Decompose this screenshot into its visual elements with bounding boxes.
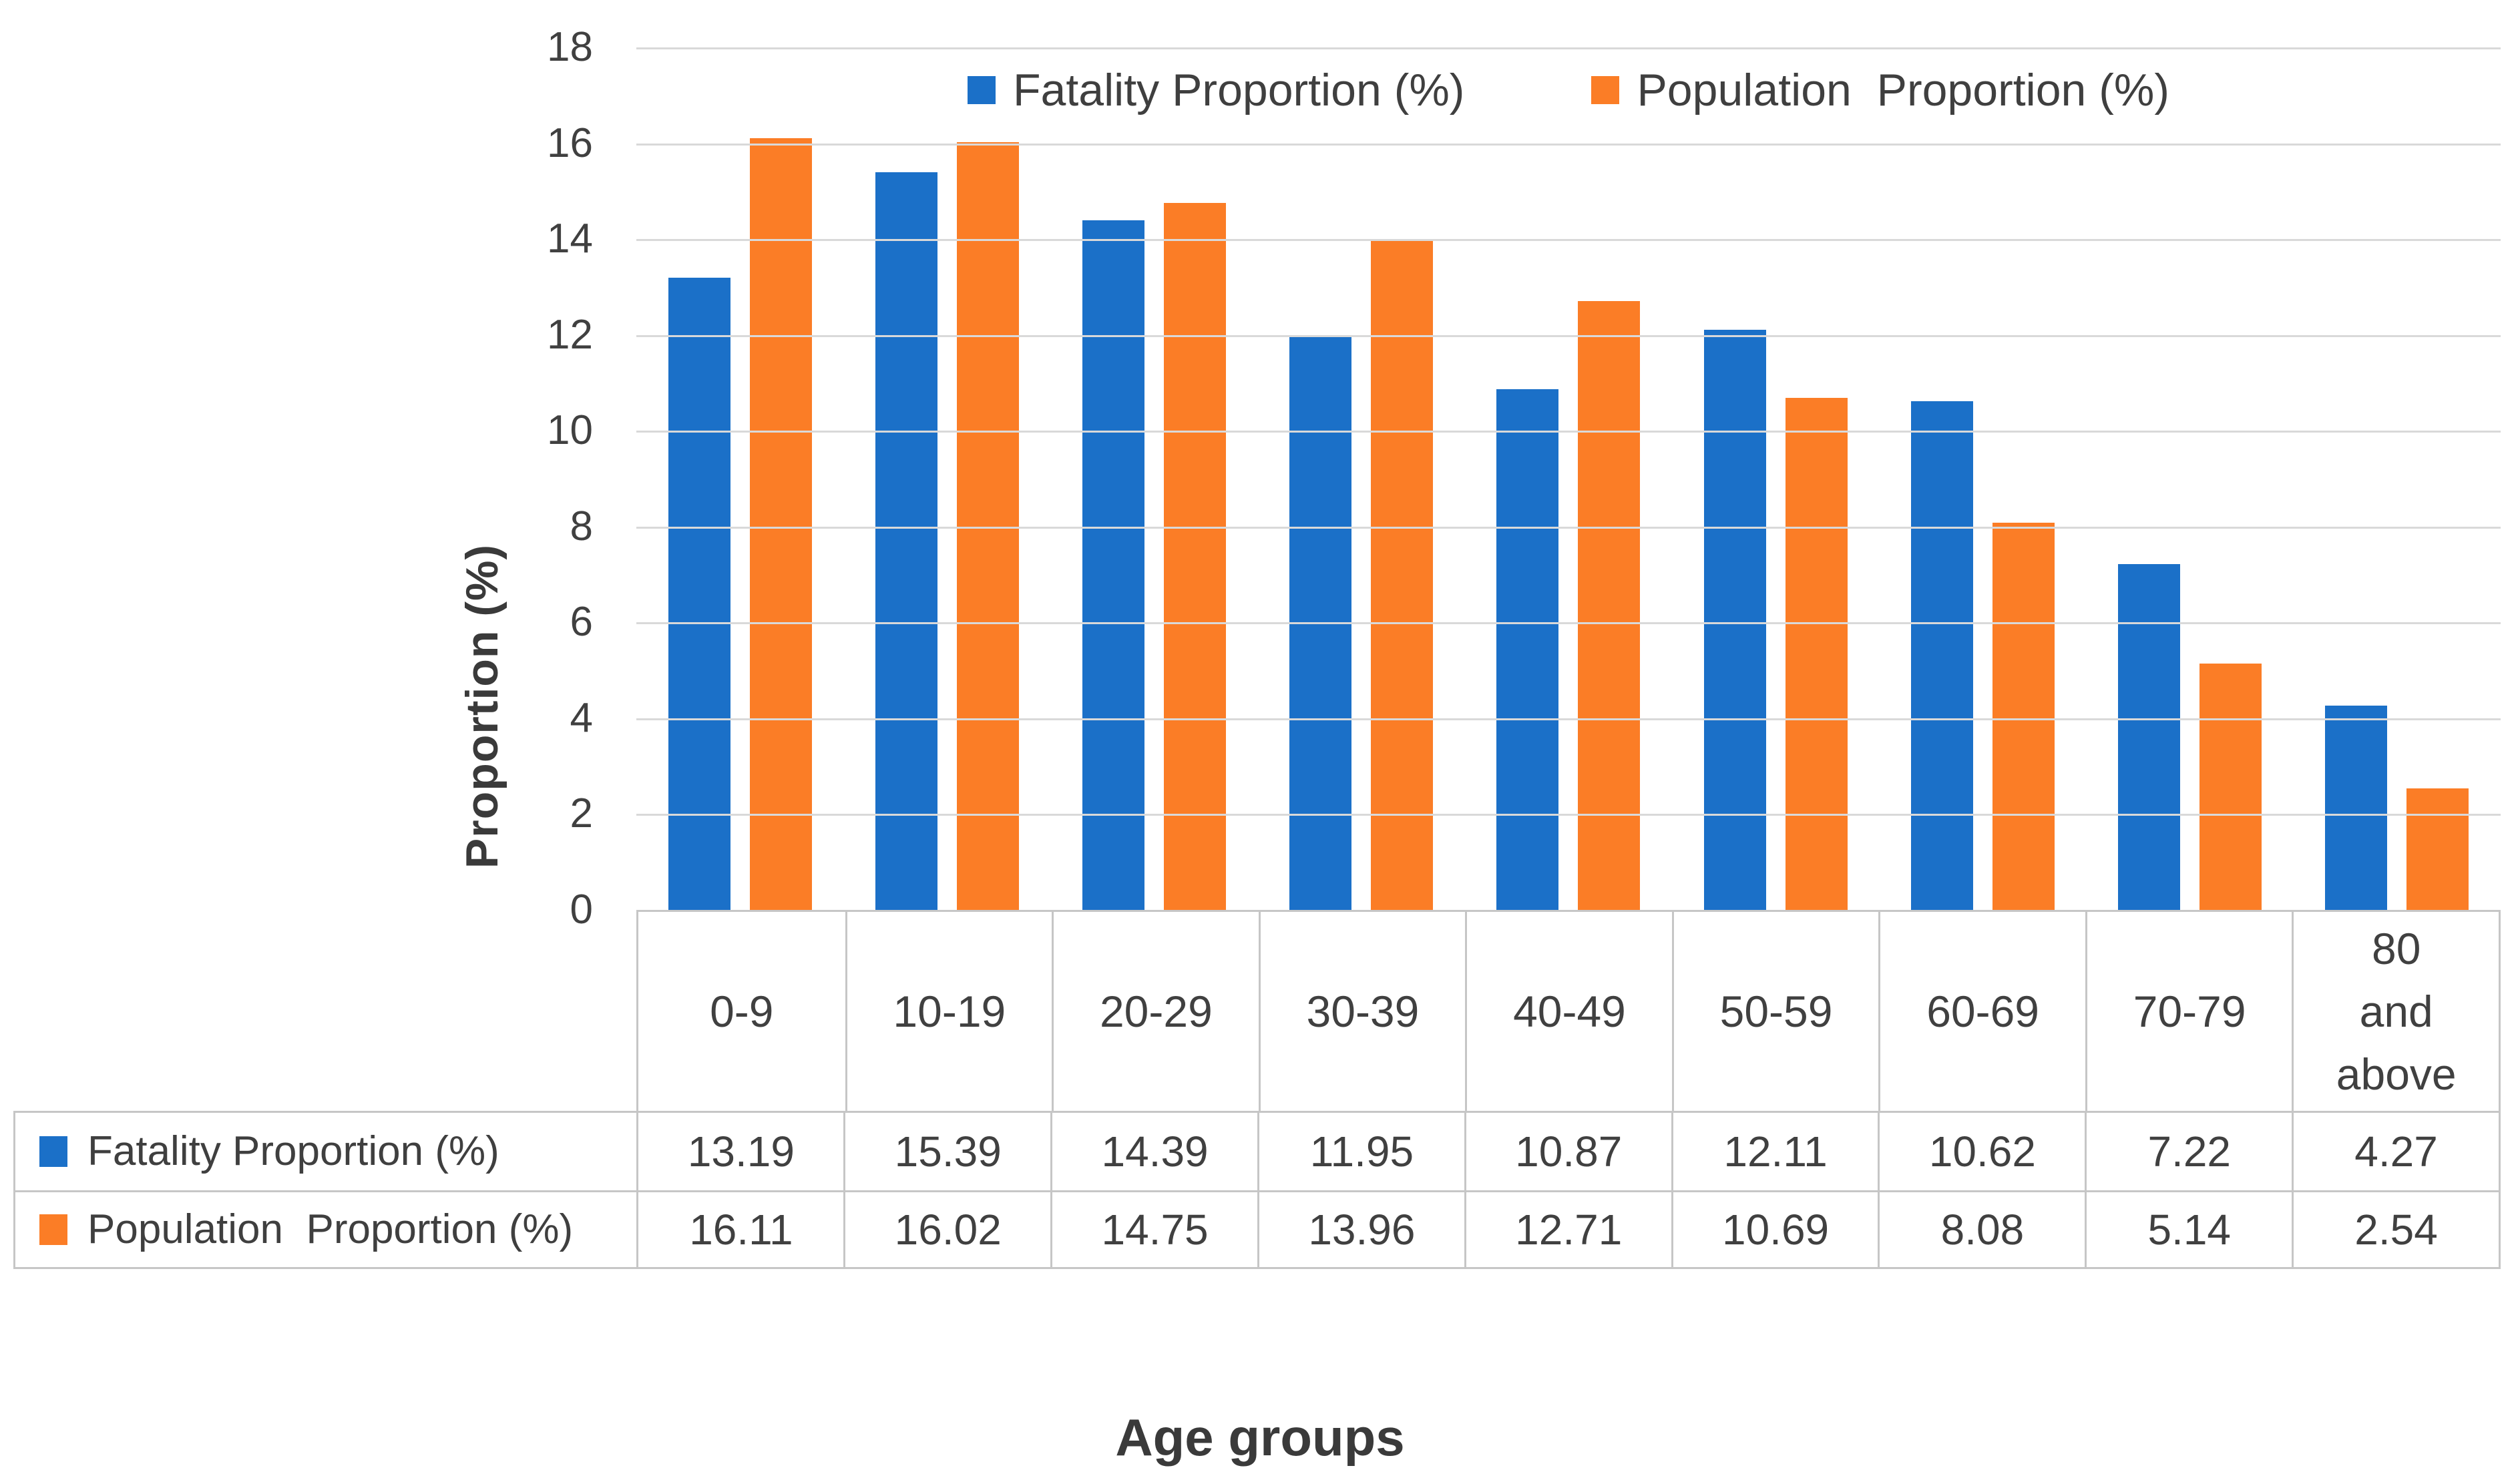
value-cell-fatality-50-59: 12.11 xyxy=(1671,1113,1878,1190)
bar-group-70-79 xyxy=(2087,47,2294,910)
gridline-12 xyxy=(636,334,2501,337)
bar-population-60-69 xyxy=(1992,523,2055,910)
y-tick-label-8: 8 xyxy=(570,503,593,549)
y-tick-label-10: 10 xyxy=(547,407,593,454)
bar-population-50-59 xyxy=(1785,397,1848,910)
gridline-14 xyxy=(636,239,2501,242)
gridline-16 xyxy=(636,143,2501,146)
category-cell-50-59: 50-59 xyxy=(1671,912,1879,1111)
value-cell-population-10-19: 16.02 xyxy=(843,1190,1051,1267)
category-cell-60-69: 60-69 xyxy=(1878,912,2085,1111)
series-label-cell-fatality: Fatality Proportion (%) xyxy=(15,1113,636,1190)
series-label-text: Population Proportion (%) xyxy=(87,1206,574,1253)
x-axis-title: Age groups xyxy=(1115,1408,1405,1467)
fatality-legend-swatch xyxy=(968,76,996,104)
gridline-18 xyxy=(636,47,2501,49)
value-cell-population-60-69: 8.08 xyxy=(1878,1190,2085,1267)
value-cell-fatality-60-69: 10.62 xyxy=(1878,1113,2085,1190)
y-tick-label-2: 2 xyxy=(570,790,593,837)
legend-item-population: Population Proportion (%) xyxy=(1591,64,2169,116)
y-tick-label-14: 14 xyxy=(547,216,593,262)
bar-fatality-50-59 xyxy=(1703,329,1766,910)
bar-population-20-29 xyxy=(1164,203,1227,910)
y-tick-label-12: 12 xyxy=(547,311,593,358)
bar-fatality-10-19 xyxy=(875,172,937,910)
y-axis-title: Proportion (%) xyxy=(457,543,507,869)
category-cell-40-49: 40-49 xyxy=(1465,912,1672,1111)
gridline-2 xyxy=(636,814,2501,816)
value-cell-population-30-39: 13.96 xyxy=(1257,1190,1464,1267)
bar-fatality-40-49 xyxy=(1496,389,1559,910)
fatality-legend-label: Fatality Proportion (%) xyxy=(1013,65,1465,115)
value-cell-fatality-30-39: 11.95 xyxy=(1257,1113,1464,1190)
category-cell-20-29: 20-29 xyxy=(1052,912,1259,1111)
value-cell-fatality-10-19: 15.39 xyxy=(843,1113,1050,1190)
bar-group-20-29 xyxy=(1050,47,1257,910)
bar-group-0-9 xyxy=(636,47,843,910)
gridline-6 xyxy=(636,622,2501,625)
y-axis-tick-labels: 0 2 4 6 8 10 12 14 16 18 xyxy=(433,0,593,1484)
value-cell-fatality-0-9: 13.19 xyxy=(636,1113,843,1190)
gridline-8 xyxy=(636,526,2501,529)
bar-population-30-39 xyxy=(1371,240,1434,910)
bar-population-10-19 xyxy=(956,142,1019,910)
data-table: Fatality Proportion (%) 13.19 15.39 14.39 11… xyxy=(13,1111,2501,1269)
gridline-4 xyxy=(636,718,2501,720)
bar-fatality-80 and above xyxy=(2325,705,2388,910)
chart-legend: Fatality Proportion (%) Population Propo… xyxy=(636,64,2501,116)
y-tick-label-0: 0 xyxy=(570,887,593,933)
bar-fatality-20-29 xyxy=(1082,220,1145,910)
value-cell-population-70-79: 5.14 xyxy=(2085,1190,2292,1267)
y-tick-label-6: 6 xyxy=(570,599,593,646)
series-label-cell-population: Population Proportion (%) xyxy=(15,1190,637,1268)
value-cell-population-50-59: 10.69 xyxy=(1671,1190,1878,1267)
category-cell-80 and above: 80 and above xyxy=(2292,912,2499,1111)
bar-group-50-59 xyxy=(1672,47,1879,910)
legend-item-fatality: Fatality Proportion (%) xyxy=(968,64,1464,116)
category-cell-70-79: 70-79 xyxy=(2085,912,2292,1111)
value-cell-fatality-80 and above: 4.27 xyxy=(2292,1113,2499,1190)
bar-population-40-49 xyxy=(1578,300,1641,910)
series-label-text: Fatality Proportion (%) xyxy=(87,1128,499,1175)
population-legend-swatch xyxy=(1591,76,1620,104)
category-row: 0-9 10-19 20-29 30-39 40-49 50-59 60-69 70-79 80… xyxy=(636,910,2501,1111)
y-tick-label-16: 16 xyxy=(547,119,593,166)
gridline-10 xyxy=(636,431,2501,433)
bar-group-10-19 xyxy=(843,47,1050,910)
value-cell-population-20-29: 14.75 xyxy=(1050,1190,1257,1267)
y-tick-label-4: 4 xyxy=(570,694,593,741)
value-cell-population-80 and above: 2.54 xyxy=(2292,1190,2499,1267)
bar-fatality-70-79 xyxy=(2118,563,2181,910)
y-tick-label-18: 18 xyxy=(547,24,593,70)
bar-group-30-39 xyxy=(1258,47,1465,910)
category-cell-0-9: 0-9 xyxy=(710,987,774,1036)
value-cell-fatality-70-79: 7.22 xyxy=(2085,1113,2292,1190)
bar-group-80 and above xyxy=(2294,47,2501,910)
bar-population-80 and above xyxy=(2406,788,2469,910)
value-cell-fatality-20-29: 14.39 xyxy=(1050,1113,1257,1190)
category-cell-10-19: 10-19 xyxy=(845,912,1052,1111)
bar-fatality-60-69 xyxy=(1910,401,1973,910)
bar-group-60-69 xyxy=(1879,47,2086,910)
population-table-key-swatch xyxy=(39,1214,67,1245)
plot-area xyxy=(636,47,2501,910)
value-cell-fatality-40-49: 10.87 xyxy=(1464,1113,1671,1190)
bar-fatality-0-9 xyxy=(668,278,730,910)
fatality-table-key-swatch xyxy=(39,1136,67,1167)
bar-group-40-49 xyxy=(1465,47,1672,910)
bar-population-70-79 xyxy=(2199,664,2262,910)
value-cell-population-40-49: 12.71 xyxy=(1464,1190,1671,1267)
value-cell-population-0-9: 16.11 xyxy=(636,1190,844,1267)
population-legend-label: Population Proportion (%) xyxy=(1637,65,2169,115)
category-cell-30-39: 30-39 xyxy=(1258,912,1466,1111)
bar-population-0-9 xyxy=(749,138,812,910)
